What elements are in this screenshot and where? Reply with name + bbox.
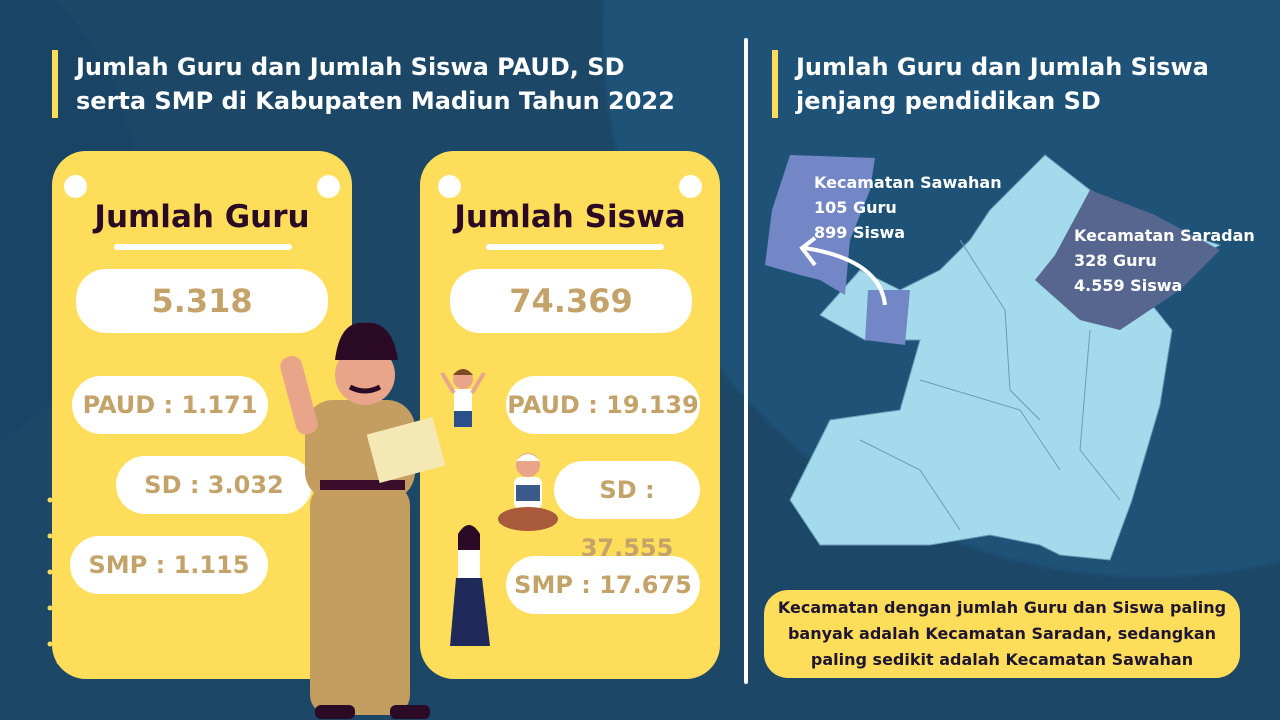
siswa-smp: SMP : 17.675 — [506, 556, 700, 614]
guru-heading: Jumlah Guru — [94, 199, 310, 235]
madiun-map — [765, 154, 1222, 561]
siswa-sd: SD : 37.555 — [554, 461, 700, 562]
saradan-siswa: 4.559 Siswa — [1074, 276, 1183, 295]
dot — [47, 497, 53, 503]
divider — [744, 38, 748, 684]
left-title: Jumlah Guru dan Jumlah Siswa PAUD, SD se… — [52, 50, 702, 118]
student-reading-icon — [498, 453, 558, 531]
guru-smp: SMP : 1.115 — [70, 536, 268, 594]
sawahan-siswa: 899 Siswa — [814, 223, 906, 242]
underline — [486, 244, 664, 250]
hole-icon — [438, 175, 461, 198]
underline — [114, 244, 292, 250]
saradan-guru: 328 Guru — [1074, 251, 1157, 270]
conclusion-note: Kecamatan dengan jumlah Guru dan Siswa p… — [764, 590, 1240, 678]
saradan-name: Kecamatan Saradan — [1074, 226, 1255, 245]
dot — [47, 533, 53, 539]
map-region-saradan — [1035, 190, 1220, 330]
student-boy-icon — [440, 369, 486, 427]
student-girl-icon — [450, 525, 490, 646]
dot — [47, 641, 53, 647]
hole-icon — [317, 175, 340, 198]
teacher-illustration — [280, 322, 446, 719]
dot — [47, 605, 53, 611]
guru-total: 5.318 — [76, 269, 328, 333]
guru-sd: SD : 3.032 — [116, 456, 312, 514]
siswa-paud: PAUD : 19.139 — [506, 376, 700, 434]
arrow-icon — [804, 246, 887, 306]
hole-icon — [64, 175, 87, 198]
map-region-sawahan — [765, 155, 910, 345]
sawahan-guru: 105 Guru — [814, 198, 897, 217]
guru-paud: PAUD : 1.171 — [72, 376, 268, 434]
dot — [47, 569, 53, 575]
saradan-label: Kecamatan Saradan 328 Guru 4.559 Siswa — [1074, 223, 1255, 298]
hole-icon — [679, 175, 702, 198]
arrow-head-icon — [799, 236, 817, 267]
sawahan-label: Kecamatan Sawahan 105 Guru 899 Siswa — [814, 170, 1002, 245]
right-title: Jumlah Guru dan Jumlah Siswa jenjang pen… — [772, 50, 1212, 118]
sawahan-name: Kecamatan Sawahan — [814, 173, 1002, 192]
siswa-total: 74.369 — [450, 269, 692, 333]
siswa-heading: Jumlah Siswa — [454, 199, 686, 235]
